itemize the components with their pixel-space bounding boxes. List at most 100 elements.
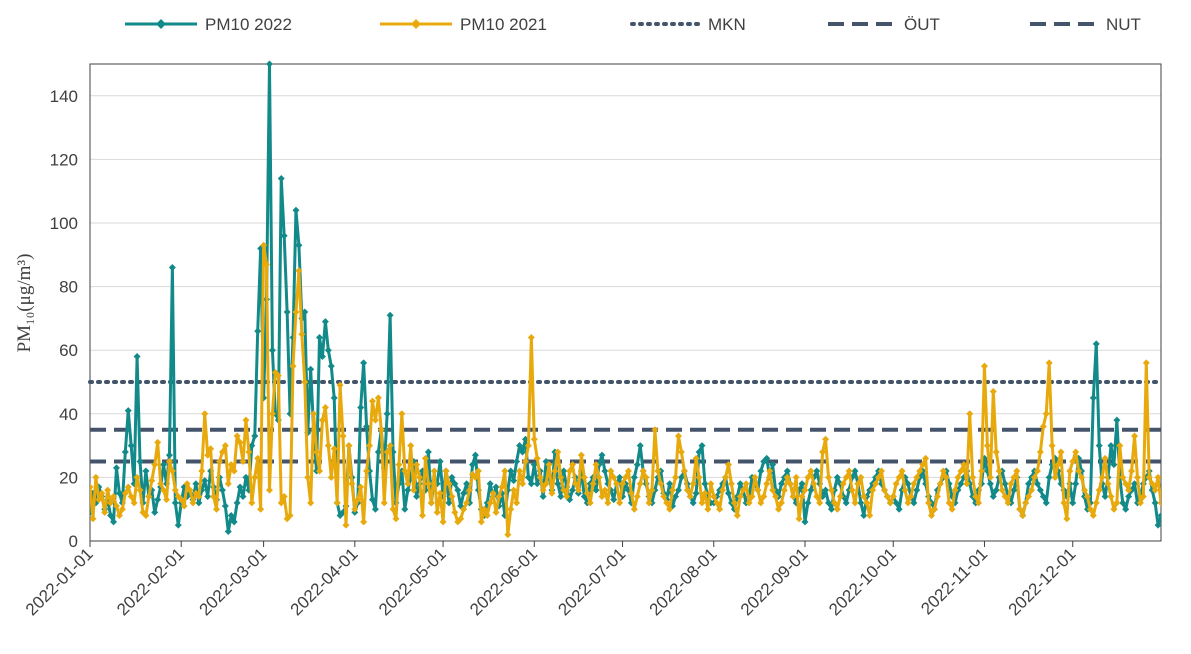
- x-tick-label: 2022-11-01: [917, 544, 991, 618]
- data-point: [160, 486, 168, 494]
- data-point: [92, 473, 100, 481]
- data-point: [1054, 461, 1062, 469]
- data-point: [989, 388, 997, 396]
- data-point: [510, 486, 518, 494]
- data-point: [310, 410, 318, 418]
- data-point: [707, 480, 715, 488]
- data-point: [115, 512, 123, 520]
- data-point: [857, 499, 865, 507]
- data-point: [657, 480, 665, 488]
- data-point: [757, 499, 765, 507]
- data-point: [207, 445, 215, 453]
- data-point: [610, 473, 618, 481]
- data-point: [1092, 340, 1100, 348]
- data-point: [1066, 467, 1074, 475]
- data-point: [383, 410, 391, 418]
- data-point: [227, 512, 235, 520]
- data-point: [357, 483, 365, 491]
- data-point: [107, 499, 115, 507]
- data-point: [154, 496, 162, 504]
- data-point: [1069, 499, 1077, 507]
- data-point: [539, 492, 547, 500]
- legend-marker: [156, 19, 166, 29]
- data-point: [404, 480, 412, 488]
- data-point: [374, 394, 382, 402]
- data-point: [1086, 505, 1094, 513]
- data-point: [1154, 521, 1161, 529]
- data-point: [745, 499, 753, 507]
- data-point: [442, 467, 450, 475]
- data-point: [215, 458, 223, 465]
- data-point: [1048, 442, 1056, 450]
- data-point: [112, 502, 120, 510]
- data-point: [813, 492, 821, 500]
- data-point: [242, 416, 250, 424]
- data-point: [1007, 480, 1015, 488]
- x-tick-label: 2022-09-01: [737, 544, 812, 619]
- data-point: [545, 461, 553, 469]
- data-point: [218, 448, 226, 456]
- data-point: [201, 477, 209, 485]
- data-point: [1119, 499, 1127, 507]
- data-point: [604, 499, 612, 507]
- data-point: [722, 473, 730, 481]
- data-point: [957, 467, 965, 475]
- data-point: [857, 473, 865, 481]
- data-point: [424, 448, 432, 456]
- data-point: [777, 480, 785, 488]
- data-point: [663, 499, 671, 507]
- data-point: [836, 492, 844, 500]
- data-point: [463, 499, 471, 507]
- data-point: [798, 492, 806, 500]
- data-point: [539, 486, 547, 494]
- data-point: [839, 480, 847, 488]
- data-point: [289, 362, 297, 370]
- data-point: [1110, 505, 1118, 513]
- data-point: [530, 461, 538, 469]
- data-point: [368, 397, 376, 405]
- data-point: [304, 473, 312, 481]
- data-point: [642, 473, 650, 481]
- legend-label: PM10 2022: [205, 15, 292, 34]
- data-point: [804, 473, 812, 481]
- data-point: [401, 505, 409, 513]
- data-point: [1107, 492, 1115, 500]
- data-point: [248, 499, 256, 507]
- data-point: [1083, 492, 1091, 500]
- data-point: [1142, 359, 1150, 367]
- data-point: [321, 318, 329, 326]
- data-point: [1039, 423, 1047, 431]
- data-point: [168, 264, 176, 272]
- data-point: [227, 461, 235, 469]
- data-point: [595, 473, 603, 481]
- data-point: [672, 492, 680, 500]
- data-point: [701, 489, 709, 497]
- data-point: [701, 480, 709, 488]
- data-point: [1089, 394, 1097, 402]
- data-point: [336, 381, 344, 389]
- data-point: [1113, 416, 1121, 424]
- legend-label: NUT: [1106, 15, 1141, 34]
- data-point: [819, 448, 827, 456]
- data-point: [928, 512, 935, 520]
- data-point: [324, 346, 332, 354]
- data-point: [616, 499, 624, 507]
- x-tick-label: 2022-01-01: [22, 544, 97, 619]
- data-point: [1010, 486, 1018, 494]
- data-point: [489, 489, 497, 497]
- data-point: [1131, 480, 1139, 488]
- data-point: [939, 467, 947, 475]
- data-point: [251, 473, 259, 481]
- data-point: [301, 378, 309, 386]
- data-point: [448, 473, 456, 481]
- data-point: [457, 515, 465, 523]
- data-point: [998, 486, 1006, 494]
- data-point: [904, 499, 912, 507]
- data-point: [413, 492, 421, 500]
- data-point: [386, 311, 394, 319]
- data-point: [277, 174, 285, 182]
- data-point: [948, 505, 956, 513]
- data-point: [201, 410, 209, 418]
- data-point: [574, 486, 582, 494]
